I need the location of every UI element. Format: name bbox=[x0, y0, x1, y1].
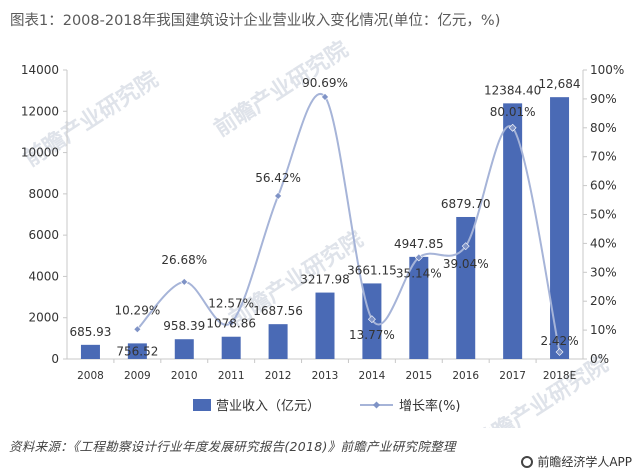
bar-value-label: 6879.70 bbox=[441, 197, 491, 211]
bar-value-label: 3217.98 bbox=[300, 273, 350, 287]
left-tick-label: 4000 bbox=[28, 269, 59, 283]
growth-marker bbox=[414, 253, 423, 262]
left-tick-label: 10000 bbox=[21, 146, 59, 160]
growth-value-label: 80.01% bbox=[490, 105, 536, 119]
right-tick-label: 70% bbox=[590, 150, 617, 164]
growth-line-path bbox=[136, 93, 561, 353]
x-tick-label: 2015 bbox=[405, 370, 432, 382]
source-note: 资料来源：《工程勘察设计行业年度发展研究报告(2018)》前瞻产业研究院整理 bbox=[9, 439, 456, 454]
right-tick-label: 90% bbox=[590, 92, 617, 106]
growth-value-label: 12.57% bbox=[208, 297, 254, 311]
growth-value-label: 56.42% bbox=[255, 171, 301, 185]
x-tick-label: 2017 bbox=[499, 370, 526, 382]
right-tick-label: 30% bbox=[590, 265, 617, 279]
left-tick-label: 14000 bbox=[21, 63, 59, 77]
growth-marker bbox=[555, 348, 564, 356]
revenue-bars bbox=[80, 97, 570, 359]
x-tick-label: 2010 bbox=[171, 370, 198, 382]
footer: 资料来源：《工程勘察设计行业年度发展研究报告(2018)》前瞻产业研究院整理 前… bbox=[0, 428, 640, 475]
legend-bar-label: 营业收入（亿元） bbox=[216, 399, 320, 414]
right-tick-label: 20% bbox=[590, 294, 617, 308]
growth-value-label: 90.69% bbox=[302, 76, 348, 90]
bar bbox=[174, 339, 194, 359]
bar bbox=[268, 324, 288, 359]
growth-marker bbox=[367, 315, 376, 324]
x-tick-label: 2018E bbox=[543, 370, 576, 382]
right-tick-label: 60% bbox=[590, 179, 617, 193]
x-tick-label: 2008 bbox=[77, 370, 104, 382]
x-tick-label: 2013 bbox=[312, 370, 339, 382]
growth-value-label: 26.68% bbox=[161, 253, 207, 267]
bar-value-label: 1078.86 bbox=[206, 317, 256, 331]
bar-value-label: 1687.56 bbox=[253, 304, 303, 318]
bar bbox=[456, 216, 476, 359]
bar bbox=[80, 344, 100, 359]
x-tick-label: 2011 bbox=[218, 370, 245, 382]
bar-value-label: 12,684 bbox=[539, 77, 581, 91]
legend: 营业收入（亿元） 增长率(%) bbox=[193, 398, 461, 414]
right-tick-label: 100% bbox=[590, 63, 624, 77]
growth-value-label: 39.04% bbox=[443, 257, 489, 271]
growth-marker bbox=[274, 192, 283, 200]
growth-marker bbox=[461, 242, 470, 251]
growth-value-label: 2.42% bbox=[540, 334, 578, 348]
bar bbox=[127, 343, 147, 359]
growth-line bbox=[133, 92, 564, 356]
brand: 前瞻经济学人APP bbox=[521, 453, 632, 470]
growth-value-label: 35.14% bbox=[396, 266, 442, 280]
left-tick-label: 12000 bbox=[21, 104, 59, 118]
bar-value-label: 756.52 bbox=[116, 344, 158, 358]
bar bbox=[503, 103, 523, 359]
bar-value-label: 958.39 bbox=[163, 319, 205, 333]
x-tick-label: 2009 bbox=[124, 370, 151, 382]
bar-value-label: 3661.15 bbox=[347, 263, 397, 277]
bar-value-label: 4947.85 bbox=[394, 237, 444, 251]
left-tick-label: 0 bbox=[51, 352, 59, 366]
right-tick-label: 40% bbox=[590, 236, 617, 250]
bar bbox=[315, 292, 335, 359]
growth-marker bbox=[133, 325, 142, 334]
legend-line-marker bbox=[373, 401, 380, 409]
growth-marker bbox=[321, 92, 329, 101]
bar bbox=[409, 256, 429, 359]
chart-title: 图表1：2008-2018年我国建筑设计企业营业收入变化情况(单位：亿元，%) bbox=[10, 13, 501, 29]
growth-value-label: 10.29% bbox=[114, 303, 160, 317]
legend-bar-swatch bbox=[193, 399, 211, 411]
brand-logo-icon bbox=[521, 455, 534, 468]
bar-value-label: 12384.40 bbox=[484, 83, 541, 97]
left-tick-label: 2000 bbox=[28, 311, 59, 325]
x-tick-label: 2012 bbox=[265, 370, 292, 382]
right-tick-label: 10% bbox=[590, 323, 617, 337]
x-tick-label: 2016 bbox=[452, 370, 479, 382]
bar bbox=[221, 336, 241, 359]
growth-marker bbox=[508, 123, 517, 132]
brand-name: 前瞻经济学人APP bbox=[537, 455, 632, 469]
bar-value-label: 685.93 bbox=[69, 325, 111, 339]
left-tick-label: 6000 bbox=[28, 228, 59, 242]
legend-line-label: 增长率(%) bbox=[399, 398, 461, 414]
left-tick-label: 8000 bbox=[28, 187, 59, 201]
right-tick-label: 80% bbox=[590, 121, 617, 135]
right-tick-label: 50% bbox=[590, 208, 617, 222]
x-tick-label: 2014 bbox=[359, 370, 386, 382]
right-tick-label: 0% bbox=[590, 352, 609, 366]
growth-marker bbox=[180, 277, 189, 286]
growth-marker bbox=[227, 318, 236, 327]
bar bbox=[550, 97, 570, 359]
growth-value-label: 13.77% bbox=[349, 328, 395, 342]
chart-axes: 0 2000 4000 6000 8000 10000 12000 14000 0% 10% 20%… bbox=[21, 63, 625, 382]
